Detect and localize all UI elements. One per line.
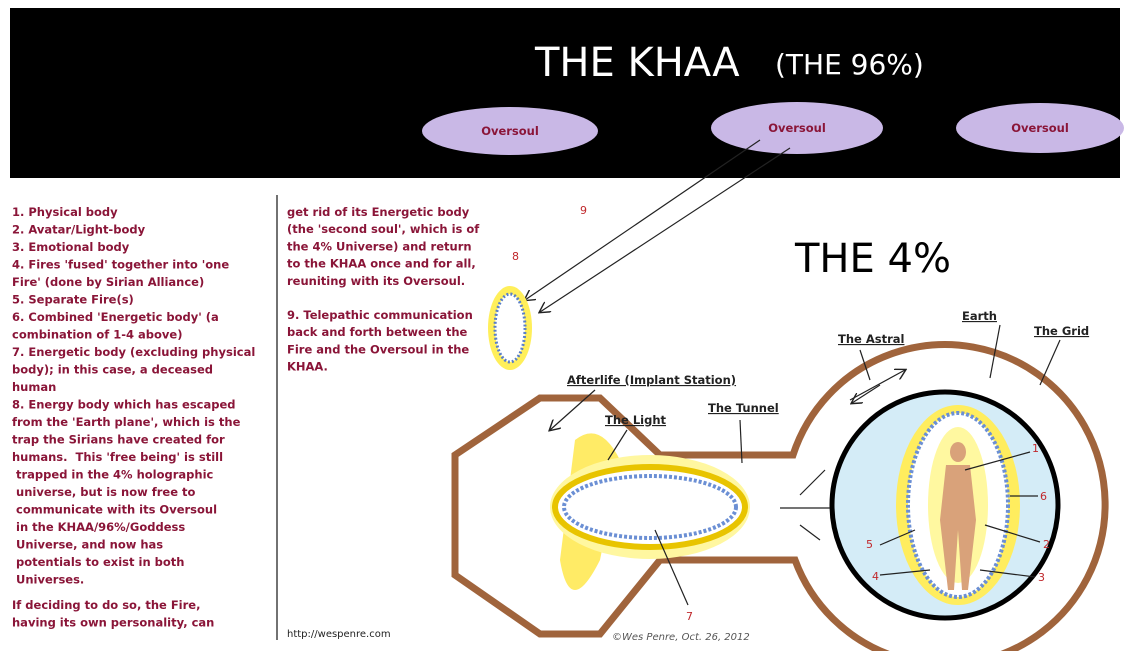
number-label: 2 (1043, 538, 1050, 551)
text-line: humans. This 'free being' is still (12, 450, 223, 464)
tunnel-label: The Tunnel (708, 401, 779, 415)
text-line: potentials to exist in both (12, 555, 184, 569)
title: THE KHAA (534, 40, 740, 86)
text-line: to the KHAA once and for all, (287, 257, 476, 271)
text-line: Fire' (done by Sirian Alliance) (12, 275, 204, 289)
text-line: 2. Avatar/Light-body (12, 223, 146, 237)
text-line: trapped in the 4% holographic (12, 468, 214, 482)
left-text: 1. Physical body 2. Avatar/Light-body 3. E… (12, 205, 255, 630)
oversouls: Oversoul Oversoul Oversoul (422, 102, 1124, 155)
text-line: If deciding to do so, the Fire, (12, 598, 200, 612)
text-line: 1. Physical body (12, 205, 118, 219)
text-line: (the 'second soul', which is of (287, 222, 480, 236)
url: http://wespenre.com (287, 629, 391, 640)
number-label: 6 (1040, 490, 1047, 503)
text-line: 4. Fires 'fused' together into 'one (12, 258, 229, 272)
text-line: combination of 1-4 above) (12, 328, 182, 342)
text-line: 6. Combined 'Energetic body' (a (12, 310, 219, 324)
diagram-title: THE 4% (794, 236, 951, 282)
banner (10, 8, 1120, 178)
credit: ©Wes Penre, Oct. 26, 2012 (612, 632, 750, 643)
oversoul-label: Oversoul (768, 121, 826, 135)
oversoul-label: Oversoul (481, 124, 539, 138)
diagram-page: THE KHAA (THE 96%) Oversoul Oversoul Ove… (0, 0, 1128, 651)
number-label: 1 (1032, 442, 1039, 455)
text-line: trap the Sirians have created for (12, 433, 225, 447)
text-line: KHAA. (287, 360, 328, 374)
text-line: from the 'Earth plane', which is the (12, 415, 241, 429)
text-line: 9. Telepathic communication (287, 308, 473, 322)
text-line: Universe, and now has (12, 538, 163, 552)
human-aura (896, 405, 1020, 605)
number-label: 9 (580, 204, 587, 217)
text-line: 8. Energy body which has escaped (12, 398, 236, 412)
afterlife-label: Afterlife (Implant Station) (567, 373, 736, 387)
text-line: 5. Separate Fire(s) (12, 293, 134, 307)
text-line: in the KHAA/96%/Goddess (12, 520, 185, 534)
text-line: 3. Emotional body (12, 240, 130, 254)
text-line: back and forth between the (287, 325, 468, 339)
middle-text: get rid of its Energetic body (the 'secon… (287, 205, 480, 374)
astral-label: The Astral (838, 332, 904, 346)
text-line: Fire and the Oversoul in the (287, 342, 469, 356)
text-line: the 4% Universe) and return (287, 239, 472, 253)
earth-label: Earth (962, 309, 997, 323)
text-line: body); in this case, a deceased (12, 363, 213, 377)
text-line: Universes. (12, 573, 84, 587)
text-line: reuniting with its Oversoul. (287, 274, 465, 288)
text-line: having its own personality, can (12, 616, 214, 630)
number-label: 5 (866, 538, 873, 551)
number-label: 8 (512, 250, 519, 263)
number-label: 7 (686, 610, 693, 623)
text-line: 7. Energetic body (excluding physical (12, 345, 255, 359)
text-line: communicate with its Oversoul (12, 503, 217, 517)
oversoul-label: Oversoul (1011, 121, 1069, 135)
subtitle: (THE 96%) (775, 48, 924, 81)
energy-body-8 (488, 286, 532, 370)
text-line: universe, but is now free to (12, 485, 196, 499)
number-label: 3 (1038, 571, 1045, 584)
text-line: human (12, 380, 56, 394)
number-label: 4 (872, 570, 879, 583)
grid-label: The Grid (1034, 324, 1089, 338)
light-label: The Light (605, 413, 667, 427)
text-line: get rid of its Energetic body (287, 205, 470, 219)
